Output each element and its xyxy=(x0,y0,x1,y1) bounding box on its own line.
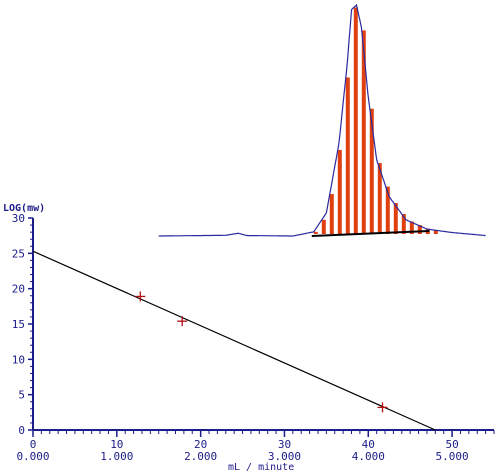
peak-fill-stripe xyxy=(353,7,358,234)
peak-fill-stripe xyxy=(369,108,374,234)
y-axis-title: LOG(mw) xyxy=(3,203,45,214)
x-axis-title: mL / minute xyxy=(228,462,294,473)
y-tick-label: 5 xyxy=(18,389,25,402)
y-tick-label: 30 xyxy=(12,212,25,225)
chromatogram-peak xyxy=(158,3,486,237)
peak-fill-stripe xyxy=(409,221,414,234)
calibration-series xyxy=(32,250,436,431)
y-tick-label: 25 xyxy=(12,247,25,260)
x-tick-label-bottom: 5.000 xyxy=(436,450,469,463)
x-tick-label-bottom: 0.000 xyxy=(16,450,49,463)
x-tick-label-top: 20 xyxy=(194,438,207,451)
peak-fill-stripe xyxy=(337,149,342,234)
x-tick-label-top: 30 xyxy=(278,438,291,451)
peak-fill-stripe xyxy=(433,230,438,234)
x-tick-label-bottom: 2.000 xyxy=(184,450,217,463)
peak-fill-stripe xyxy=(361,30,366,234)
y-tick-label: 10 xyxy=(12,353,25,366)
x-tick-label-top: 10 xyxy=(110,438,123,451)
peak-fill-stripe xyxy=(393,203,398,234)
peak-fill-stripe xyxy=(417,225,422,234)
y-tick-label: 15 xyxy=(12,318,25,331)
peak-fill-stripe xyxy=(321,219,326,234)
tick-labels: 05101520253000.000101.000202.000303.0004… xyxy=(12,212,469,463)
x-tick-label-top: 0 xyxy=(30,438,37,451)
peak-fill-stripe xyxy=(377,163,382,234)
calibration-line xyxy=(32,250,436,431)
x-tick-label-top: 50 xyxy=(445,438,458,451)
y-tick-label: 20 xyxy=(12,283,25,296)
y-tick-label: 0 xyxy=(18,424,25,437)
x-tick-label-bottom: 3.000 xyxy=(268,450,301,463)
x-tick-label-top: 40 xyxy=(362,438,375,451)
tick-marks xyxy=(28,217,495,437)
axes xyxy=(32,218,494,431)
x-tick-label-bottom: 1.000 xyxy=(100,450,133,463)
x-tick-label-bottom: 4.000 xyxy=(352,450,385,463)
peak-fill-stripe xyxy=(345,77,350,234)
peak-fill-stripe xyxy=(329,194,334,234)
peak-fill-stripe xyxy=(313,231,318,234)
chromatogram-trace xyxy=(158,3,486,237)
peak-fill-stripe xyxy=(401,214,406,234)
peak-fill-stripe xyxy=(385,186,390,234)
peak-baseline xyxy=(311,230,430,237)
